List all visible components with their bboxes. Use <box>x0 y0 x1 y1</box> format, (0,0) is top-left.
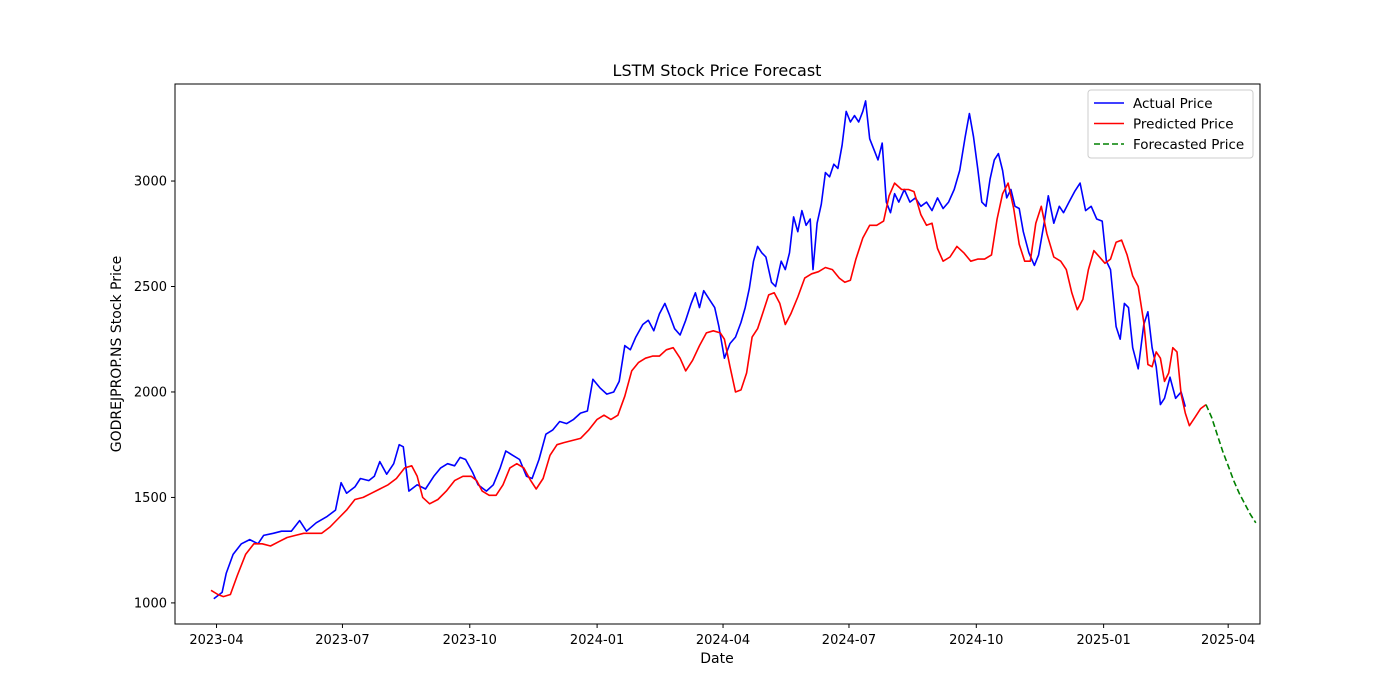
series-layer <box>210 100 1257 600</box>
legend: Actual Price Predicted Price Forecasted Pr… <box>1087 89 1254 159</box>
legend-label-predicted-price: Predicted Price <box>1133 117 1234 133</box>
y-axis-label: GODREJPROP.NS Stock Price <box>109 256 125 452</box>
y-tick-label: 1000 <box>134 596 167 611</box>
y-tick-label: 2000 <box>134 385 167 400</box>
legend-box <box>1087 89 1254 159</box>
legend-label-forecasted-price: Forecasted Price <box>1133 137 1244 153</box>
x-tick-label: 2023-04 <box>189 633 243 648</box>
x-axis-label: Date <box>700 651 733 667</box>
x-tick-label: 2024-10 <box>949 633 1003 648</box>
legend-label-actual-price: Actual Price <box>1133 96 1213 112</box>
chart-title: LSTM Stock Price Forecast <box>613 61 822 80</box>
x-tick-label: 2024-04 <box>696 633 750 648</box>
x-tick-label: 2023-07 <box>315 633 369 648</box>
y-tick-label: 3000 <box>134 175 167 190</box>
y-tick-label: 2500 <box>134 280 167 295</box>
series-line-actual-price <box>213 100 1187 600</box>
y-tick-label: 1500 <box>134 491 167 506</box>
x-tick-label: 2025-01 <box>1076 633 1130 648</box>
plot-frame <box>174 83 1261 625</box>
y-axis: 1000 1500 2000 2500 3000 <box>134 175 175 611</box>
series-line-predicted-price <box>210 182 1207 598</box>
x-tick-label: 2024-01 <box>570 633 624 648</box>
x-axis: 2023-04 2023-07 2023-10 2024-01 2024-04 2024-… <box>189 624 1255 648</box>
series-line-forecasted-price <box>1205 404 1257 524</box>
x-tick-label: 2024-07 <box>822 633 876 648</box>
x-tick-label: 2023-10 <box>443 633 497 648</box>
x-tick-label: 2025-04 <box>1201 633 1255 648</box>
